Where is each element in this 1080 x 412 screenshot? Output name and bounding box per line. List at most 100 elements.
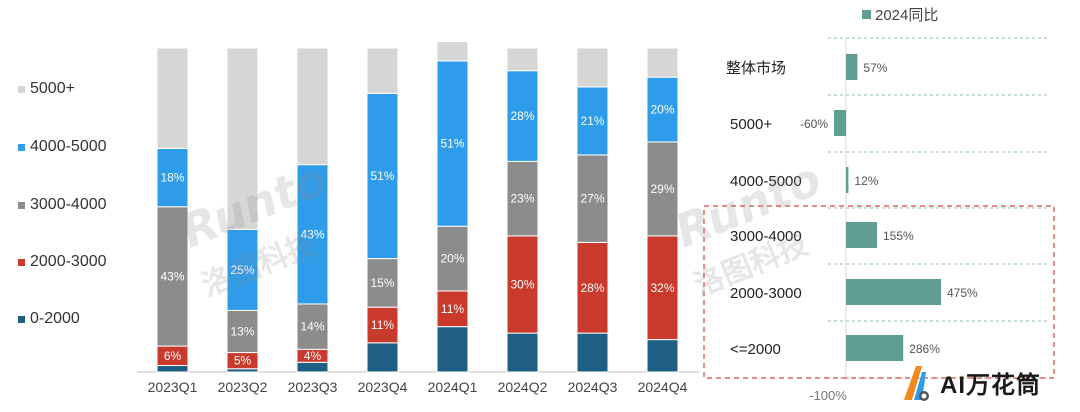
legend-item-2000-3000: 2000-3000 bbox=[18, 253, 107, 271]
data-label-2024Q4-4000-5000: 20% bbox=[650, 103, 674, 117]
legend-label: 2000-3000 bbox=[30, 253, 107, 270]
yoy-bar-整体市场 bbox=[846, 54, 858, 80]
data-label-2024Q2-3000-4000: 23% bbox=[510, 192, 534, 206]
bar-segment-2024Q3-0-2000 bbox=[576, 332, 609, 373]
bar-segment-2023Q4-2000-3000 bbox=[366, 306, 399, 344]
bar-segment-2024Q1-5000+ bbox=[436, 41, 469, 62]
yoy-category-5000+: 5000+ bbox=[730, 116, 772, 133]
bar-segment-2024Q1-4000-5000 bbox=[436, 60, 469, 227]
legend-swatch bbox=[18, 85, 25, 93]
bar-segment-2024Q4-3000-4000 bbox=[646, 141, 679, 237]
logo-icon bbox=[904, 366, 929, 401]
data-label-2024Q3-2000-3000: 28% bbox=[580, 281, 604, 295]
bar-segment-2023Q1-4000-5000 bbox=[156, 147, 189, 208]
x-tick-label-2023Q1: 2023Q1 bbox=[148, 379, 198, 395]
yoy-bar-5000+ bbox=[834, 110, 846, 136]
data-label-2023Q2-4000-5000: 25% bbox=[230, 263, 254, 277]
legend-item-0-2000: 0-2000 bbox=[18, 310, 80, 328]
bar-segment-2024Q1-2000-3000 bbox=[436, 290, 469, 328]
legend-item-3000-4000: 3000-4000 bbox=[18, 196, 107, 214]
yoy-value-4000-5000: 12% bbox=[854, 174, 878, 188]
bar-segment-2024Q1-0-2000 bbox=[436, 326, 469, 373]
legend-label: 3000-4000 bbox=[30, 196, 107, 213]
data-label-2023Q4-4000-5000: 51% bbox=[370, 169, 394, 183]
x-tick-label-2023Q2: 2023Q2 bbox=[218, 379, 268, 395]
yoy-bar-3000-4000 bbox=[846, 222, 877, 248]
bar-segment-2023Q3-4000-5000 bbox=[296, 164, 329, 305]
data-label-2024Q4-3000-4000: 29% bbox=[650, 182, 674, 196]
data-label-2023Q2-3000-4000: 13% bbox=[230, 325, 254, 339]
bar-segment-2023Q3-5000+ bbox=[296, 47, 329, 166]
bar-segment-2023Q4-5000+ bbox=[366, 47, 399, 94]
yoy-legend-swatch bbox=[862, 10, 871, 19]
x-tick-label-2023Q3: 2023Q3 bbox=[288, 379, 338, 395]
yoy-bars bbox=[834, 54, 941, 361]
legend-label: 5000+ bbox=[30, 80, 75, 97]
x-tick-label-2023Q4: 2023Q4 bbox=[358, 379, 408, 395]
yoy-category-整体市场: 整体市场 bbox=[726, 60, 786, 77]
yoy-value-<=2000: 286% bbox=[909, 342, 940, 356]
bar-segment-2024Q3-4000-5000 bbox=[576, 86, 609, 156]
data-label-2023Q1-3000-4000: 43% bbox=[160, 269, 184, 283]
bar-segment-2024Q2-5000+ bbox=[506, 47, 539, 72]
data-label-2024Q2-2000-3000: 30% bbox=[510, 278, 534, 292]
data-label-2023Q1-2000-3000: 6% bbox=[164, 349, 182, 363]
data-label-2023Q4-2000-3000: 11% bbox=[371, 318, 394, 332]
bar-segment-2024Q2-3000-4000 bbox=[506, 160, 539, 237]
legend-swatch bbox=[18, 201, 25, 209]
legend-swatch bbox=[18, 315, 25, 323]
x-tick-labels: 2023Q1 2023Q2 2023Q3 2023Q4 2024Q1 2024Q2 2024… bbox=[148, 379, 688, 395]
yoy-bar-4000-5000 bbox=[846, 167, 849, 193]
yoy-value-整体市场: 57% bbox=[863, 61, 887, 75]
legend-item-4000-5000: 4000-5000 bbox=[18, 138, 107, 156]
bar-segment-2024Q4-5000+ bbox=[646, 47, 679, 78]
yoy-category-3000-4000: 3000-4000 bbox=[730, 228, 802, 245]
bar-segment-2024Q1-3000-4000 bbox=[436, 225, 469, 292]
x-tick-label-2024Q4: 2024Q4 bbox=[638, 379, 688, 395]
yoy-category-4000-5000: 4000-5000 bbox=[730, 173, 802, 190]
data-label-2024Q1-4000-5000: 51% bbox=[440, 137, 464, 151]
legend-item-5000+: 5000+ bbox=[18, 80, 75, 98]
bar-segment-2023Q2-5000+ bbox=[226, 47, 259, 230]
data-label-2024Q3-4000-5000: 21% bbox=[580, 114, 604, 128]
data-label-2023Q3-4000-5000: 43% bbox=[300, 227, 324, 241]
data-label-2023Q1-4000-5000: 18% bbox=[160, 171, 184, 185]
bar-segment-2023Q1-3000-4000 bbox=[156, 206, 189, 347]
bar-segment-2023Q2-4000-5000 bbox=[226, 228, 259, 311]
highlight-box bbox=[703, 205, 1055, 379]
bar-segment-2024Q2-2000-3000 bbox=[506, 235, 539, 334]
stacked-bars: 6% 43% 18% 5% 13% 25% 4% 14% 43% 11% 15% 51% 11% 20% 5… bbox=[156, 41, 679, 373]
bar-segment-2023Q3-3000-4000 bbox=[296, 303, 329, 350]
legend-label: 4000-5000 bbox=[30, 138, 107, 155]
legend-swatch bbox=[18, 258, 25, 266]
bar-segment-2023Q3-0-2000 bbox=[296, 361, 329, 373]
data-label-2024Q3-3000-4000: 27% bbox=[580, 192, 604, 206]
bar-segment-2024Q3-5000+ bbox=[576, 47, 609, 88]
data-label-2024Q4-2000-3000: 32% bbox=[650, 281, 674, 295]
bar-segment-2023Q4-0-2000 bbox=[366, 342, 399, 373]
bar-segment-2023Q2-3000-4000 bbox=[226, 309, 259, 354]
yoy-value-2000-3000: 475% bbox=[947, 286, 978, 300]
data-label-2024Q1-2000-3000: 11% bbox=[441, 302, 464, 316]
yoy-bar-2000-3000 bbox=[846, 279, 941, 305]
data-label-2023Q2-2000-3000: 5% bbox=[234, 354, 252, 368]
bar-segment-2023Q1-0-2000 bbox=[156, 365, 189, 373]
yoy-axis-min-label: -100% bbox=[809, 388, 847, 403]
legend-label: 0-2000 bbox=[30, 310, 80, 327]
brand-logo: AI万花筒 bbox=[902, 362, 1041, 402]
data-label-2023Q3-3000-4000: 14% bbox=[300, 320, 324, 334]
data-label-2023Q3-2000-3000: 4% bbox=[304, 349, 322, 363]
bar-segment-2024Q3-3000-4000 bbox=[576, 154, 609, 243]
yoy-value-3000-4000: 155% bbox=[883, 229, 914, 243]
yoy-value-5000+: -60% bbox=[800, 117, 828, 131]
yoy-category-<=2000: <=2000 bbox=[730, 341, 781, 358]
data-label-2024Q1-3000-4000: 20% bbox=[440, 252, 464, 266]
x-tick-label-2024Q1: 2024Q1 bbox=[428, 379, 478, 395]
data-label-2024Q2-4000-5000: 28% bbox=[510, 109, 534, 123]
bar-segment-2024Q3-2000-3000 bbox=[576, 241, 609, 334]
bar-segment-2024Q4-0-2000 bbox=[646, 339, 679, 373]
x-tick-label-2024Q2: 2024Q2 bbox=[498, 379, 548, 395]
bar-segment-2024Q2-0-2000 bbox=[506, 332, 539, 373]
